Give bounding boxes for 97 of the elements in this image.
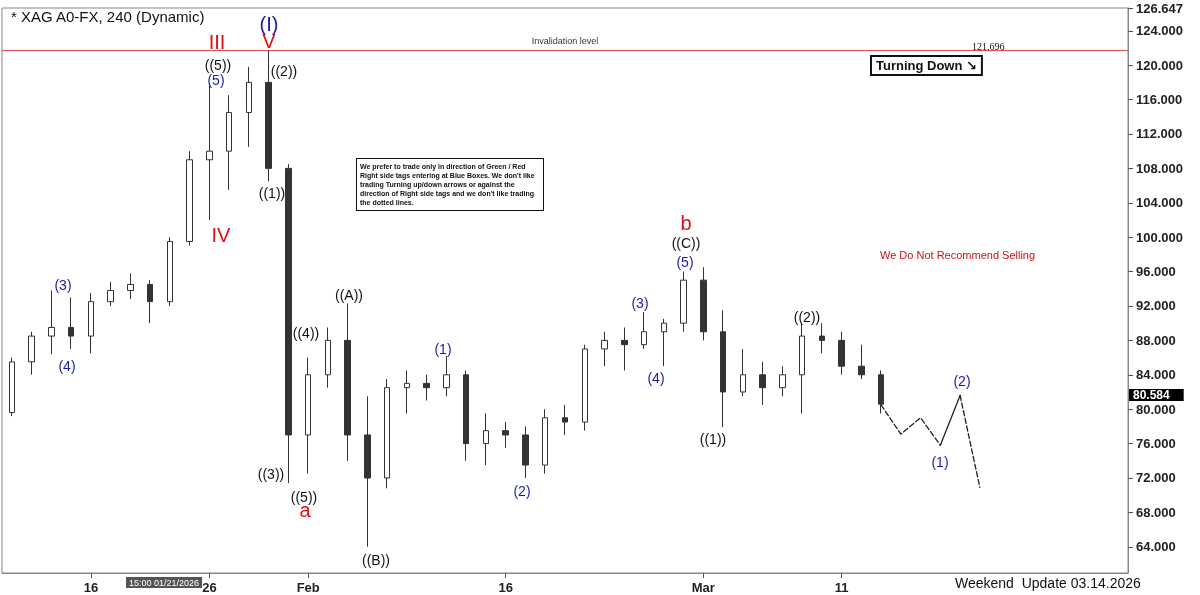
- candlestick: [186, 150, 193, 247]
- y-tick-label: 84.000: [1136, 367, 1176, 383]
- annotation: ((1)): [258, 185, 286, 201]
- annotation: (1): [434, 341, 452, 357]
- y-tick-label: 68.000: [1136, 504, 1176, 520]
- y-tick-label: 116.000: [1136, 92, 1183, 108]
- candlestick: [443, 355, 450, 397]
- candlestick: [740, 348, 746, 397]
- candlestick: [779, 365, 786, 397]
- x-tick-label: 26: [202, 580, 217, 595]
- y-tick-label: 126.647: [1136, 0, 1183, 16]
- annotation: (5): [207, 72, 225, 88]
- candlestick: [522, 425, 529, 479]
- annotation: ((2)): [270, 63, 298, 79]
- x-tick-label: 16: [498, 580, 513, 595]
- annotation: Turning Down ↘: [876, 58, 977, 73]
- candlestick: [661, 318, 667, 367]
- candlestick: [147, 279, 153, 324]
- y-tick-label: 96.000: [1136, 264, 1176, 280]
- candlestick: [384, 378, 390, 489]
- candlestick: [88, 292, 94, 354]
- candlestick: [48, 289, 55, 355]
- annotation: ((B)): [362, 552, 390, 568]
- annotation: (4): [58, 358, 76, 374]
- candlestick: [502, 421, 509, 449]
- annotation: III: [208, 31, 226, 53]
- annotation: b: [680, 212, 692, 234]
- annotation: (5): [676, 254, 694, 270]
- annotation: ((5)): [204, 57, 232, 73]
- annotation: ((1)): [699, 431, 727, 447]
- candlestick: [246, 66, 252, 148]
- annotation: ((2)): [793, 309, 821, 325]
- y-tick-label: 64.000: [1136, 539, 1176, 555]
- y-tick-label: 124.000: [1136, 23, 1183, 39]
- candlestick: [838, 331, 845, 376]
- annotation: (1): [931, 454, 949, 470]
- candlestick: [325, 326, 331, 389]
- candlestick: [582, 344, 588, 432]
- candlestick: [601, 331, 608, 367]
- annotation: We Do Not Recommend Selling: [880, 248, 1036, 261]
- text: 15:00 01/21/2026: [129, 577, 200, 588]
- annotation: (2): [513, 483, 531, 499]
- x-tick-label: Feb: [296, 580, 320, 595]
- y-tick-label: 92.000: [1136, 298, 1176, 314]
- candlestick: [305, 357, 311, 475]
- candlestick: [819, 322, 825, 354]
- text: Weekend Update 03.14.2026: [955, 575, 1141, 591]
- candlestick: [364, 395, 371, 548]
- y-tick-label: 72.000: [1136, 470, 1176, 486]
- candlestick: [265, 50, 272, 182]
- y-tick-label: 76.000: [1136, 436, 1176, 452]
- candlestick: [700, 266, 707, 341]
- candlestick: [878, 369, 884, 414]
- text: 80.584: [1133, 388, 1171, 402]
- candlestick: [344, 302, 351, 462]
- candlestick: [423, 374, 430, 402]
- y-tick-label: 104.000: [1136, 195, 1183, 211]
- x-tick-label: 16: [83, 580, 99, 595]
- candlestick: [167, 236, 173, 307]
- candlestick: [483, 412, 489, 466]
- annotation: 121.696: [972, 40, 1005, 52]
- candlestick: [28, 331, 35, 376]
- candlestick: [759, 361, 766, 406]
- candlestick: [127, 272, 134, 300]
- x-tick-label: 11: [834, 580, 849, 595]
- y-tick-label: 88.000: [1136, 332, 1176, 348]
- annotation: (2): [953, 373, 971, 389]
- annotation: (3): [54, 277, 72, 293]
- candlestick: [858, 344, 865, 380]
- y-tick-label: 100.000: [1136, 229, 1183, 245]
- candlestick: [107, 281, 114, 307]
- annotation: (4): [647, 370, 665, 386]
- candlestick: [621, 326, 628, 371]
- y-tick-label: 120.000: [1136, 57, 1183, 73]
- candlestick: [641, 311, 647, 350]
- annotation: ((A)): [335, 287, 363, 303]
- chart-title: * XAG A0-FX, 240 (Dynamic): [11, 8, 205, 25]
- y-tick-label: 108.000: [1136, 160, 1183, 176]
- ref-line-label: Invalidation level: [531, 36, 599, 47]
- x-tick-label: Mar: [691, 580, 715, 595]
- candlestick: [463, 369, 469, 462]
- candlestick: [404, 369, 410, 414]
- annotation: (3): [631, 295, 649, 311]
- candlestick: [680, 271, 687, 333]
- candlestick: [68, 296, 74, 350]
- candlestick: [720, 309, 726, 428]
- candlestick: [285, 163, 292, 484]
- annotation: ((3)): [257, 466, 285, 482]
- candlestick: [226, 94, 232, 191]
- y-tick-label: 112.000: [1136, 126, 1183, 142]
- annotation: IV: [211, 224, 232, 246]
- annotation: ((4)): [292, 325, 320, 341]
- candlestick: [562, 404, 568, 436]
- y-tick-label: 80.000: [1136, 401, 1176, 417]
- annotation: ((C)): [671, 235, 701, 251]
- candlestick: [542, 408, 548, 475]
- candlestick: [9, 357, 15, 417]
